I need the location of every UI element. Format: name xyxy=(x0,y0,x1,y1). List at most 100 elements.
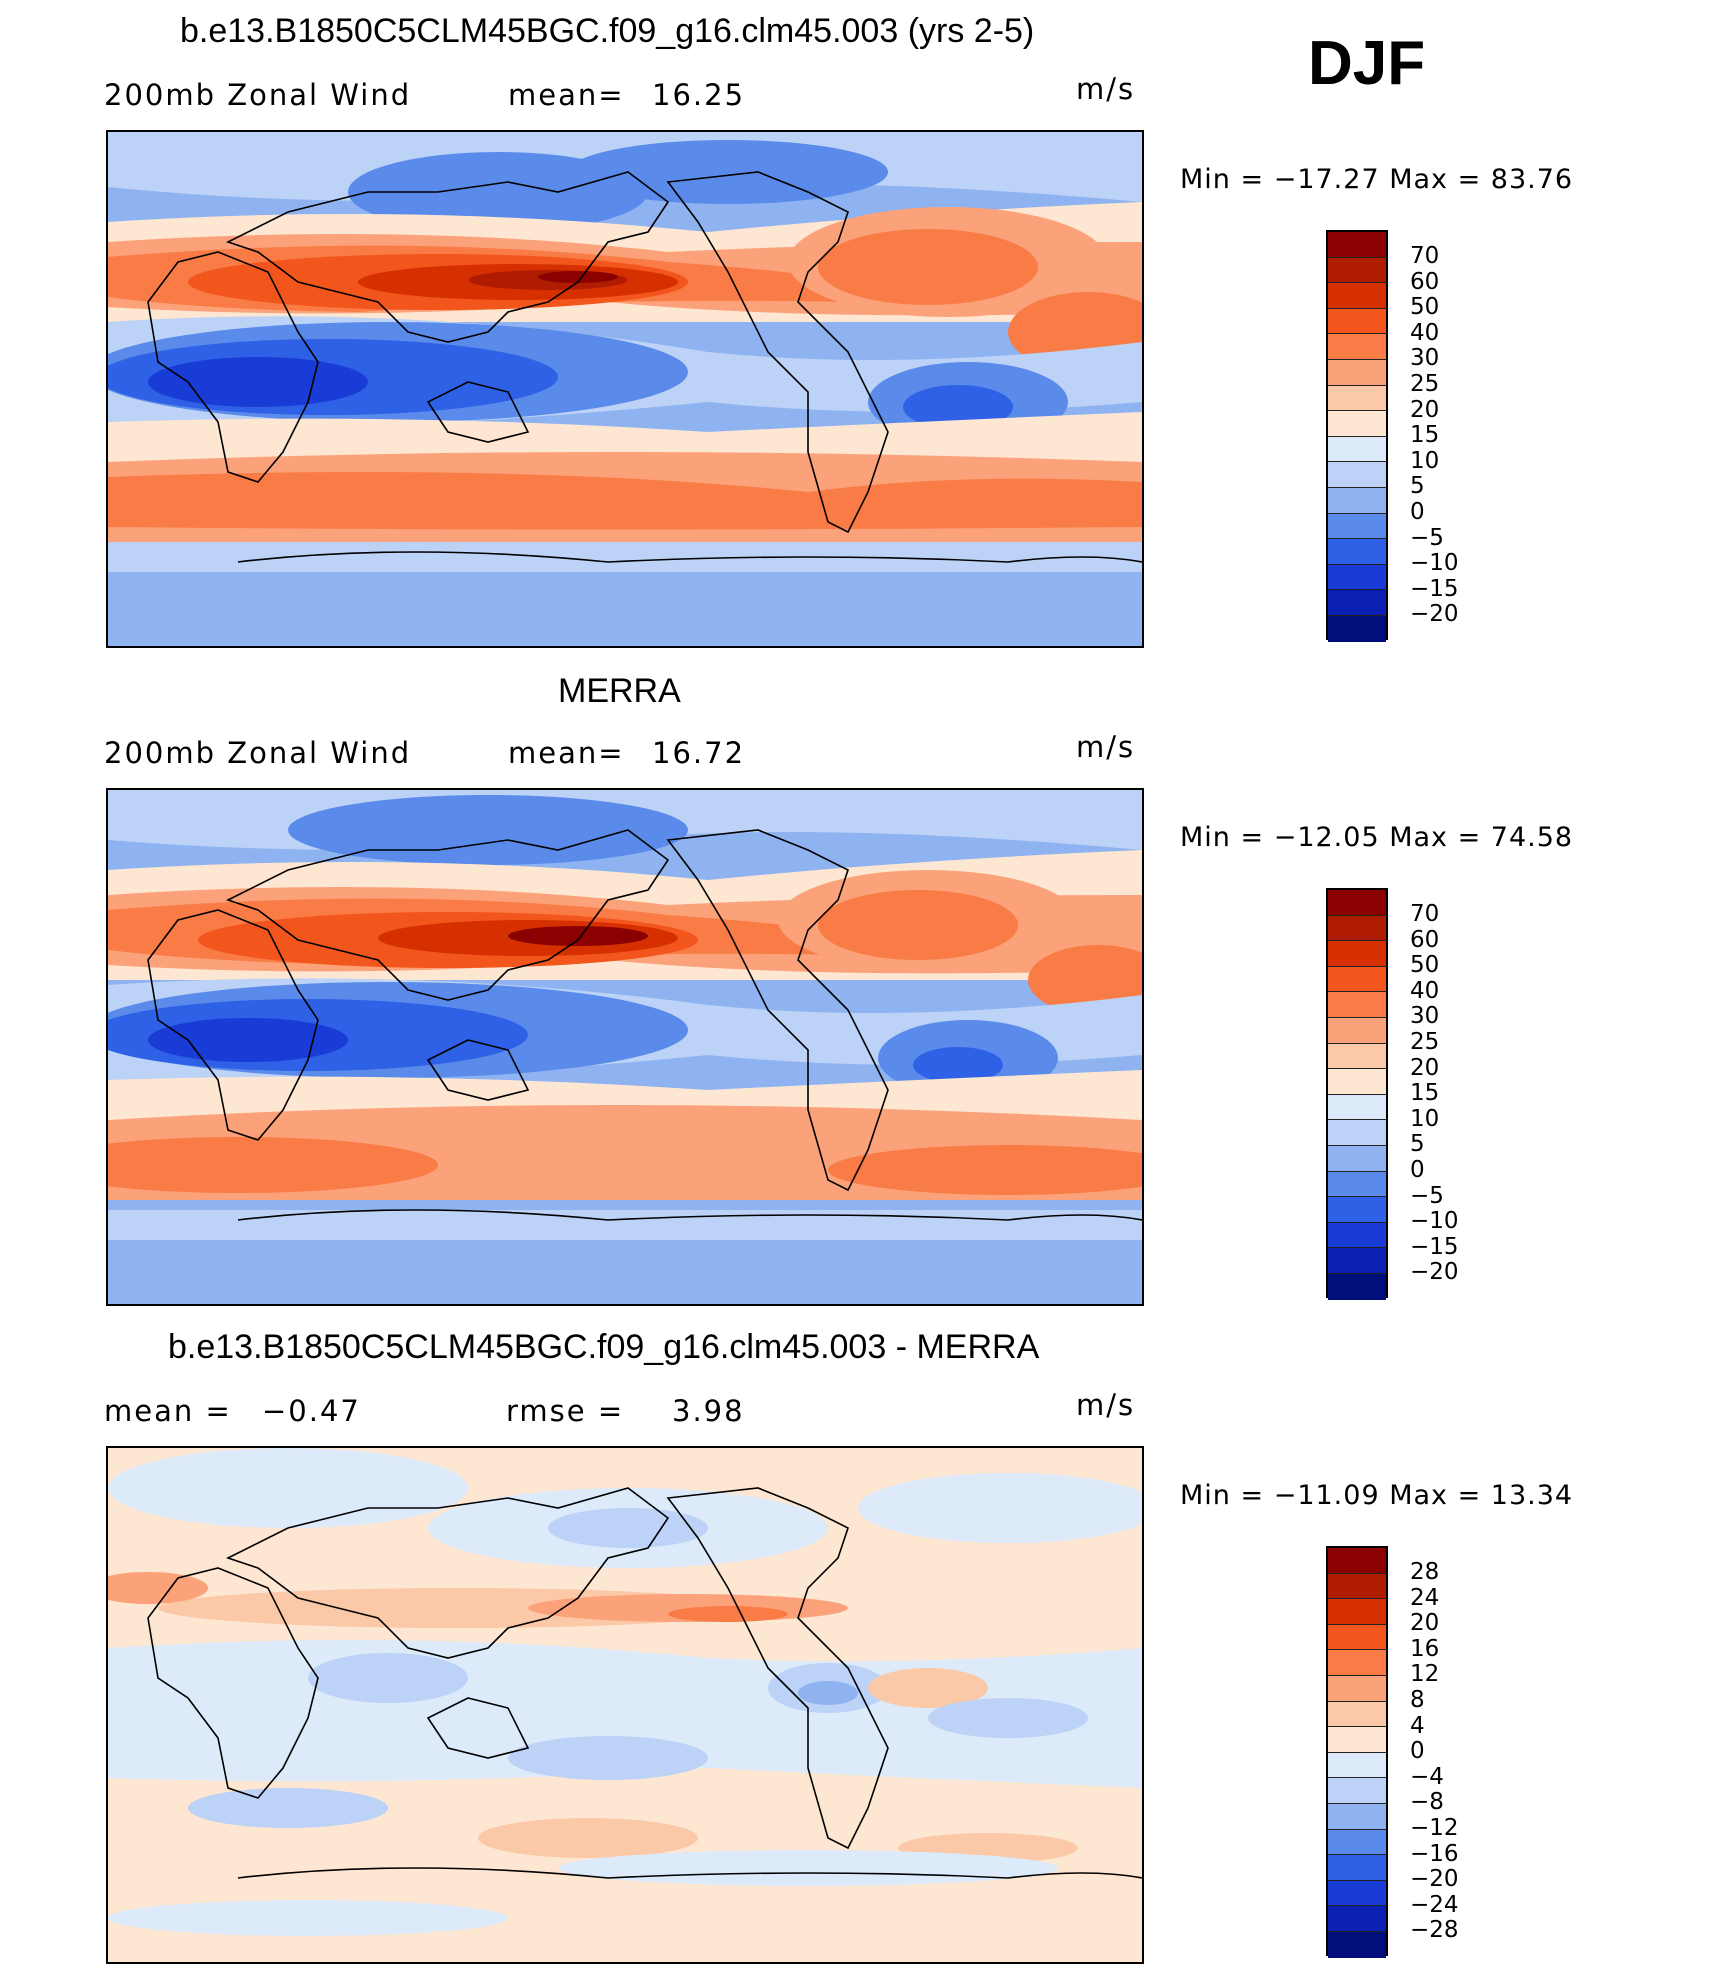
panel3-mean-label: mean = xyxy=(104,1394,232,1428)
colorbar-label: 28 xyxy=(1410,1559,1440,1585)
colorbar-label: −20 xyxy=(1410,1259,1459,1286)
colorbar-swatch xyxy=(1328,1829,1386,1856)
colorbar-swatch xyxy=(1328,1931,1386,1958)
colorbar-label: −4 xyxy=(1410,1763,1444,1790)
colorbar-label: −15 xyxy=(1410,575,1459,602)
colorbar-swatch xyxy=(1328,1624,1386,1651)
colorbar-swatch xyxy=(1328,966,1386,993)
colorbar-label: 30 xyxy=(1410,345,1440,372)
colorbar-swatch xyxy=(1328,1727,1386,1753)
panel2-colorbar-labels: 70 60 50 40 30 25 20 15 10 5 0 −5 −10 −1… xyxy=(1410,901,1459,1286)
colorbar-label: −28 xyxy=(1410,1917,1459,1944)
colorbar-label: 8 xyxy=(1410,1686,1425,1713)
panel2-units: m/s xyxy=(1076,730,1136,764)
colorbar-swatch xyxy=(1328,1599,1386,1625)
colorbar-label: −10 xyxy=(1410,550,1459,577)
panel1-units: m/s xyxy=(1076,72,1136,106)
panel1-mean-value: 16.25 xyxy=(652,78,746,112)
panel2-colorbar xyxy=(1326,888,1388,1300)
panel1-variable: 200mb Zonal Wind xyxy=(104,78,412,112)
panel2-map xyxy=(106,788,1144,1306)
colorbar-label: −8 xyxy=(1410,1789,1444,1816)
colorbar-swatch xyxy=(1328,1171,1386,1198)
panel2-title: MERRA xyxy=(558,672,681,710)
panel3-min-max: Min = −11.09 Max = 13.34 xyxy=(1180,1480,1574,1511)
panel1-mean-label: mean= xyxy=(508,78,625,112)
panel2-mean-value: 16.72 xyxy=(652,736,746,770)
colorbar-label: 30 xyxy=(1410,1003,1440,1030)
colorbar-swatch xyxy=(1328,941,1386,967)
colorbar-swatch xyxy=(1328,436,1386,463)
panel3-contour-field xyxy=(108,1448,1142,1962)
colorbar-label: 50 xyxy=(1410,294,1440,321)
colorbar-swatch xyxy=(1328,1675,1386,1702)
colorbar-label: 25 xyxy=(1410,370,1440,397)
panel1-colorbar-labels: 70 60 50 40 30 25 20 15 10 5 0 −5 −10 −1… xyxy=(1410,243,1459,628)
colorbar-label: −10 xyxy=(1410,1208,1459,1235)
colorbar-label: −5 xyxy=(1410,524,1444,551)
colorbar-swatch xyxy=(1328,1548,1386,1574)
colorbar-label: 60 xyxy=(1410,268,1440,295)
colorbar-swatch xyxy=(1328,1701,1386,1728)
colorbar-swatch xyxy=(1328,462,1386,488)
colorbar-label: 20 xyxy=(1410,1610,1440,1637)
colorbar-swatch xyxy=(1328,564,1386,591)
colorbar-label: 0 xyxy=(1410,1156,1425,1183)
colorbar-swatch xyxy=(1328,257,1386,284)
colorbar-swatch xyxy=(1328,1650,1386,1676)
colorbar-label: 15 xyxy=(1410,1080,1440,1107)
colorbar-swatch xyxy=(1328,232,1386,258)
colorbar-label: 24 xyxy=(1410,1584,1440,1611)
colorbar-swatch xyxy=(1328,487,1386,514)
panel3-rmse-label: rmse = xyxy=(506,1394,625,1428)
colorbar-label: 10 xyxy=(1410,1105,1440,1132)
colorbar-label: −5 xyxy=(1410,1182,1444,1209)
colorbar-label: −12 xyxy=(1410,1814,1459,1841)
colorbar-swatch xyxy=(1328,1855,1386,1881)
panel1-colorbar xyxy=(1326,230,1388,642)
colorbar-swatch xyxy=(1328,539,1386,565)
colorbar-swatch xyxy=(1328,1778,1386,1804)
colorbar-swatch xyxy=(1328,1017,1386,1044)
panel3-map xyxy=(106,1446,1144,1964)
colorbar-swatch xyxy=(1328,1120,1386,1146)
panel3-units: m/s xyxy=(1076,1388,1136,1422)
colorbar-label: −20 xyxy=(1410,601,1459,628)
panel3-rmse-value: 3.98 xyxy=(672,1394,745,1428)
colorbar-swatch xyxy=(1328,1043,1386,1070)
panel1-min-max: Min = −17.27 Max = 83.76 xyxy=(1180,164,1574,195)
colorbar-swatch xyxy=(1328,283,1386,309)
colorbar-swatch xyxy=(1328,1803,1386,1830)
panel1-map xyxy=(106,130,1144,648)
panel1-contour-field xyxy=(108,132,1142,646)
colorbar-label: 0 xyxy=(1410,1738,1425,1765)
colorbar-label: 12 xyxy=(1410,1661,1440,1688)
colorbar-label: 5 xyxy=(1410,1131,1425,1158)
season-label: DJF xyxy=(1308,29,1426,98)
colorbar-label: −16 xyxy=(1410,1840,1459,1867)
colorbar-label: 20 xyxy=(1410,1054,1440,1081)
colorbar-label: 40 xyxy=(1410,319,1440,346)
panel3-colorbar-labels: 28 24 20 16 12 8 4 0 −4 −8 −12 −16 −20 −… xyxy=(1410,1559,1459,1944)
panel3-colorbar xyxy=(1326,1546,1388,1958)
colorbar-swatch xyxy=(1328,890,1386,916)
colorbar-label: 5 xyxy=(1410,473,1425,500)
colorbar-label: 16 xyxy=(1410,1635,1440,1662)
colorbar-label: 70 xyxy=(1410,243,1440,269)
colorbar-swatch xyxy=(1328,334,1386,360)
colorbar-swatch xyxy=(1328,513,1386,540)
colorbar-swatch xyxy=(1328,385,1386,412)
panel2-contour-field xyxy=(108,790,1142,1304)
colorbar-swatch xyxy=(1328,1145,1386,1172)
colorbar-label: −24 xyxy=(1410,1891,1459,1918)
colorbar-label: 15 xyxy=(1410,422,1440,449)
colorbar-swatch xyxy=(1328,915,1386,942)
colorbar-swatch xyxy=(1328,1906,1386,1932)
colorbar-swatch xyxy=(1328,1880,1386,1907)
colorbar-swatch xyxy=(1328,590,1386,616)
panel3-title: b.e13.B1850C5CLM45BGC.f09_g16.clm45.003 … xyxy=(168,1328,1040,1366)
colorbar-label: 0 xyxy=(1410,498,1425,525)
panel2-mean-label: mean= xyxy=(508,736,625,770)
colorbar-label: 20 xyxy=(1410,396,1440,423)
colorbar-label: 60 xyxy=(1410,926,1440,953)
